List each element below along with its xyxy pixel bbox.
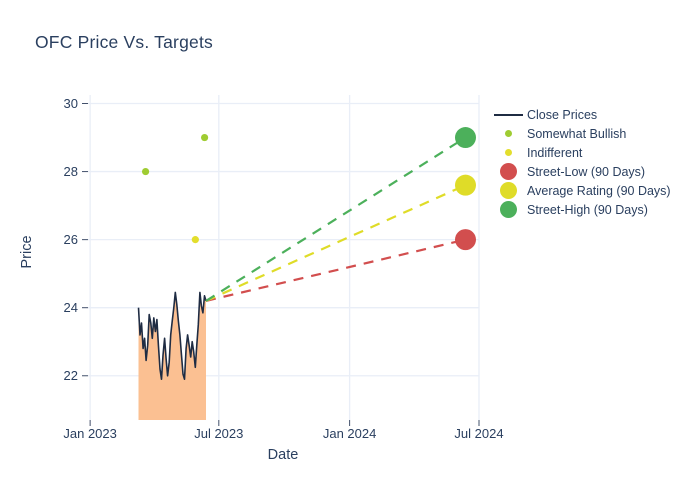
target-marker — [454, 174, 476, 196]
rating-dot — [191, 236, 199, 244]
close-price-area — [138, 292, 206, 420]
legend-item-average-rating-90-days[interactable]: Average Rating (90 Days) — [489, 181, 671, 200]
legend-swatch — [489, 201, 527, 218]
rating-dot — [200, 133, 209, 142]
legend-item-close-prices[interactable]: Close Prices — [489, 105, 671, 124]
y-tick-label: 30 — [63, 95, 78, 111]
legend-label: Close Prices — [527, 107, 598, 122]
y-tick-label: 22 — [63, 367, 78, 383]
legend-dot-icon — [499, 163, 517, 180]
legend-dot-icon — [499, 182, 517, 199]
legend-line-icon — [493, 113, 523, 116]
legend-label: Average Rating (90 Days) — [527, 183, 671, 198]
legend-item-somewhat-bullish[interactable]: Somewhat Bullish — [489, 124, 671, 143]
x-tick-label: Jul 2023 — [194, 426, 244, 441]
y-tick-label: 24 — [63, 299, 78, 315]
legend-label: Indifferent — [527, 145, 583, 160]
legend-swatch — [489, 130, 527, 137]
legend-swatch — [489, 113, 527, 116]
legend-dot-icon — [504, 149, 512, 156]
rating-dot — [141, 167, 150, 176]
legend-item-indifferent[interactable]: Indifferent — [489, 143, 671, 162]
legend-label: Street-High (90 Days) — [527, 202, 648, 217]
legend-swatch — [489, 149, 527, 156]
legend-swatch — [489, 163, 527, 180]
target-marker — [454, 229, 476, 251]
target-marker — [454, 127, 476, 149]
legend-label: Street-Low (90 Days) — [527, 164, 646, 179]
projection-line — [205, 184, 466, 302]
chart-title: OFC Price Vs. Targets — [35, 32, 213, 52]
x-axis-title: Date — [267, 447, 299, 463]
legend-dot-icon — [499, 201, 517, 218]
legend-dot-icon — [504, 130, 512, 137]
close-price-line — [137, 291, 207, 381]
projection-line — [205, 238, 466, 302]
x-tick-label: Jul 2024 — [454, 426, 504, 441]
y-tick-label: 26 — [63, 231, 78, 247]
legend-label: Somewhat Bullish — [527, 126, 627, 141]
legend-item-street-high-90-days[interactable]: Street-High (90 Days) — [489, 200, 671, 219]
y-axis-title: Price — [19, 235, 35, 269]
x-tick-label: Jan 2023 — [63, 426, 117, 441]
legend: Close Prices Somewhat Bullish Indifferent S… — [489, 105, 671, 219]
y-tick-label: 28 — [63, 163, 78, 179]
projection-line — [205, 136, 467, 302]
x-tick-label: Jan 2024 — [322, 426, 377, 441]
legend-swatch — [489, 182, 527, 199]
legend-item-street-low-90-days[interactable]: Street-Low (90 Days) — [489, 162, 671, 181]
